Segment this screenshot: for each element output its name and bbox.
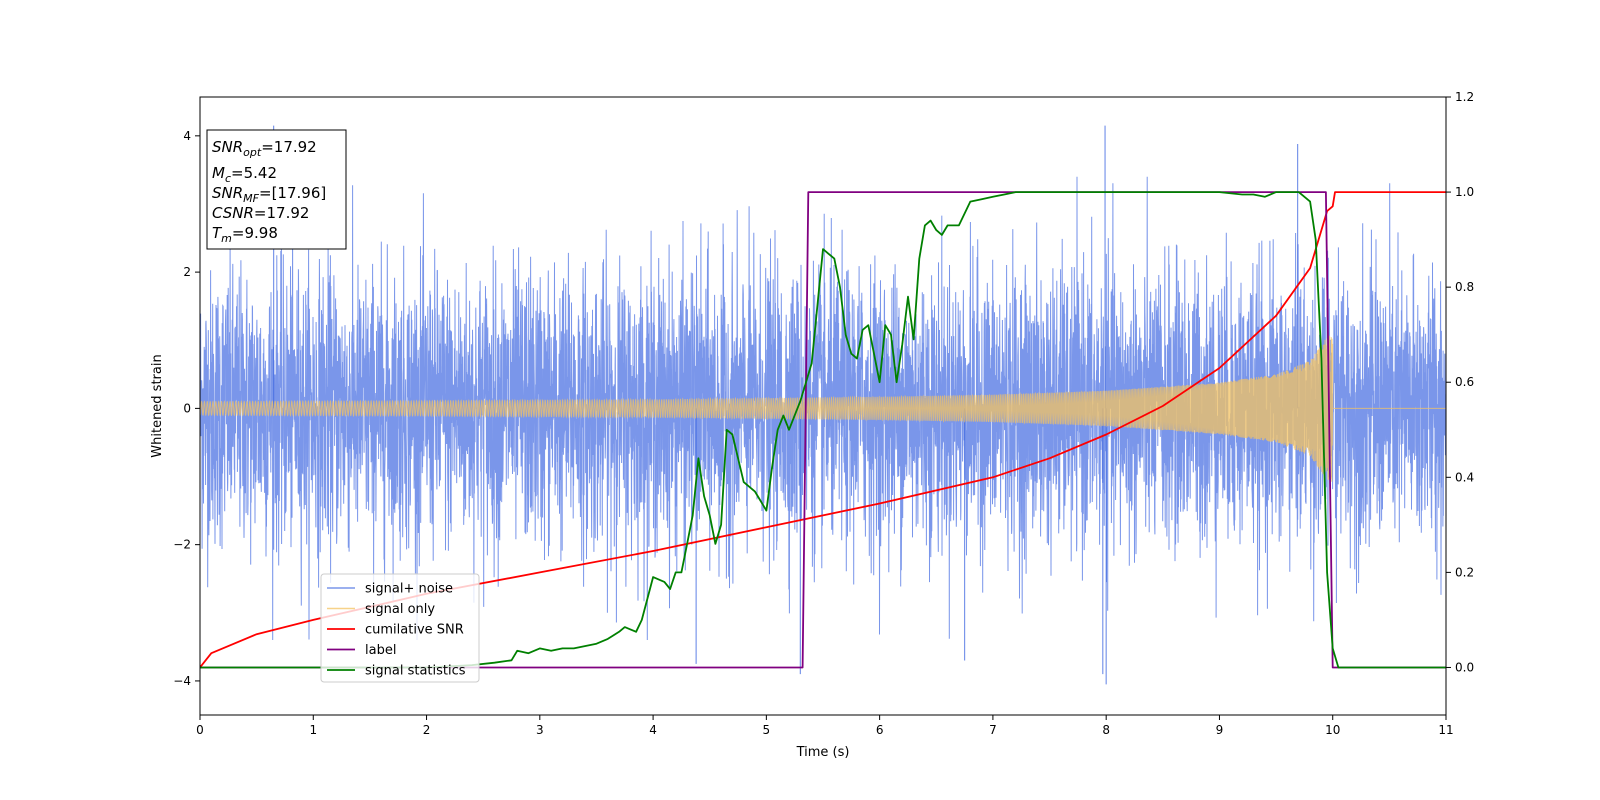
tm-value: =9.98 [232, 224, 278, 242]
mc-value: =5.42 [231, 164, 277, 182]
mc-text: Mc=5.42 [212, 164, 277, 185]
tm-sub: m [221, 232, 232, 245]
y-left-tick-label: −2 [173, 538, 191, 552]
signal-plus-noise-line [200, 176, 1446, 641]
x-axis: 0 1 2 3 4 5 6 7 8 9 10 11 [196, 715, 1454, 737]
legend-label-label: label [365, 643, 396, 658]
y-right-tick-label: 0.0 [1455, 660, 1474, 674]
x-tick-label: 9 [1216, 723, 1224, 737]
x-tick-label: 3 [536, 723, 544, 737]
y-left-tick-label: 4 [183, 129, 191, 143]
x-tick-label: 11 [1438, 723, 1453, 737]
plot-frame [199, 96, 1447, 716]
signal-only-line [200, 335, 1446, 482]
y-right-tick-label: 0.8 [1455, 280, 1474, 294]
y-right-tick-label: 0.2 [1455, 565, 1474, 579]
x-tick-label: 8 [1102, 723, 1110, 737]
snr-mf-sub: MF [243, 192, 259, 205]
tm-symbol: T [212, 224, 223, 242]
series-signal-only [200, 335, 1446, 482]
legend: signal+ noise signal only cumilative SNR la… [320, 573, 480, 683]
snr-annotation-box: SNRopt=17.92 Mc=5.42 SNRMF=[17.96] CSNR=… [206, 129, 347, 250]
csnr-text: CSNR=17.92 [212, 204, 309, 222]
legend-label-signal-only: signal only [365, 602, 435, 617]
tm-text: Tm=9.98 [212, 224, 278, 245]
x-tick-label: 6 [876, 723, 884, 737]
snr-mf-symbol: SNR [212, 184, 243, 202]
annotation-frame [206, 129, 347, 250]
y-right-tick-label: 1.2 [1455, 90, 1474, 104]
y-right-tick-label: 0.6 [1455, 375, 1474, 389]
snr-opt-sub: opt [243, 146, 262, 159]
series-signal-plus-noise [200, 125, 1446, 685]
y-right-tick-label: 0.4 [1455, 470, 1474, 484]
series-signal-statistics-line [200, 191, 1446, 669]
y-axis-right: 0.0 0.2 0.4 0.6 0.8 1.0 1.2 [1446, 90, 1474, 674]
x-tick-label: 10 [1325, 723, 1340, 737]
mc-sub: c [225, 172, 231, 185]
legend-label-signal-noise: signal+ noise [365, 582, 453, 597]
y-right-tick-label: 1.0 [1455, 185, 1474, 199]
legend-label-signal-statistics: signal statistics [365, 664, 466, 679]
snr-mf-text: SNRMF=[17.96] [212, 184, 326, 205]
x-tick-label: 4 [649, 723, 657, 737]
snr-opt-symbol: SNR [212, 138, 243, 156]
legend-label-cumilative-snr: cumilative SNR [365, 623, 464, 638]
snr-mf-value: =[17.96] [259, 184, 326, 202]
y-left-tick-label: −4 [173, 674, 191, 688]
x-tick-label: 5 [763, 723, 771, 737]
csnr-symbol: CSNR [212, 204, 254, 222]
y-axis-left: −4 −2 0 2 4 [173, 129, 200, 688]
y-left-tick-label: 0 [183, 401, 191, 415]
y-left-tick-label: 2 [183, 265, 191, 279]
x-tick-label: 2 [423, 723, 431, 737]
x-tick-label: 1 [309, 723, 317, 737]
x-tick-label: 0 [196, 723, 204, 737]
snr-opt-value: =17.92 [261, 138, 317, 156]
x-tick-label: 7 [989, 723, 997, 737]
x-axis-title: Time (s) [796, 745, 850, 760]
csnr-value: =17.92 [254, 204, 310, 222]
mc-symbol: M [212, 164, 225, 182]
y-axis-left-title: Whitened strain [150, 354, 165, 457]
legend-frame [320, 573, 480, 683]
snr-opt-text: SNRopt=17.92 [212, 138, 317, 159]
